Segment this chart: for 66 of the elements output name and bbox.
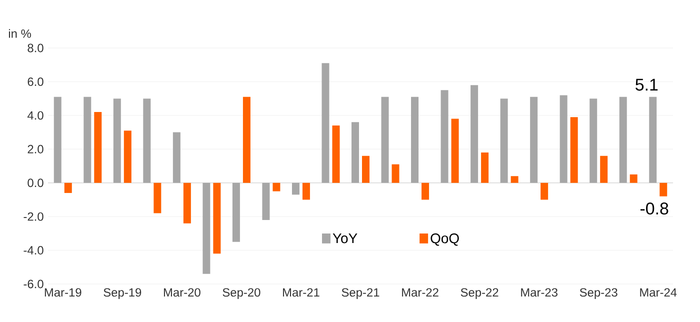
y-tick-label: 8.0 (28, 44, 44, 52)
bar (332, 126, 340, 183)
bar (242, 96, 250, 183)
y-tick-label: 2.0 (28, 144, 44, 154)
x-tick-label: Mar-22 (402, 288, 438, 297)
bar (510, 176, 518, 183)
bar (440, 90, 448, 183)
y-axis-title: in % (8, 29, 31, 38)
data-label: 5.1 (636, 78, 658, 91)
x-tick-label: Sep-20 (222, 288, 260, 300)
bar (352, 122, 360, 183)
bar (113, 98, 121, 183)
x-tick-label: Mar-23 (521, 288, 558, 297)
bar (600, 156, 608, 183)
bar (560, 95, 568, 183)
x-tick-label: Sep-19 (104, 288, 142, 300)
bar (262, 182, 270, 220)
bar (124, 130, 132, 183)
bar (590, 98, 598, 183)
bar (292, 182, 300, 195)
bar (232, 182, 240, 242)
bar (272, 182, 280, 192)
bar (183, 182, 191, 224)
bar (630, 174, 638, 183)
bar (154, 182, 162, 214)
x-tick-label: Sep-23 (580, 288, 618, 300)
bar (381, 96, 389, 183)
y-tick-label: 0.0 (28, 178, 44, 188)
x-tick-label: Mar-20 (164, 288, 200, 297)
bar (94, 112, 102, 183)
y-tick-label: 4.0 (27, 111, 44, 120)
y-tick-label: -6.0 (24, 280, 44, 288)
x-tick-label: Mar-24 (640, 288, 677, 297)
y-tick-label: -2.0 (24, 212, 44, 221)
data-label: -0.8 (640, 202, 668, 215)
bar (660, 182, 668, 196)
bar (64, 182, 72, 193)
bar (422, 182, 430, 200)
bar (202, 182, 210, 274)
legend-label: QoQ (430, 233, 459, 246)
bar (362, 156, 370, 183)
bar (540, 182, 548, 200)
bar (54, 96, 62, 183)
bar (172, 132, 180, 183)
bar (481, 152, 489, 183)
bar (451, 118, 459, 183)
bar (411, 96, 419, 183)
x-tick-label: Mar-19 (44, 288, 82, 297)
y-tick-label: 6.0 (28, 77, 44, 86)
bar (213, 182, 221, 254)
x-tick-label: Sep-21 (342, 288, 380, 300)
legend-label: YoY (332, 233, 358, 244)
bar (500, 98, 508, 183)
bar (392, 164, 400, 183)
bar (143, 98, 151, 183)
x-tick-label: Sep-22 (460, 288, 498, 300)
bar (530, 96, 538, 183)
bar (570, 117, 578, 183)
bar (302, 182, 310, 200)
bar (322, 63, 330, 183)
bar (470, 85, 478, 183)
bar (649, 96, 657, 183)
x-tick-label: Mar-21 (283, 288, 320, 297)
bar (84, 96, 92, 183)
bar (619, 96, 627, 183)
y-tick-label: -4.0 (24, 246, 44, 255)
